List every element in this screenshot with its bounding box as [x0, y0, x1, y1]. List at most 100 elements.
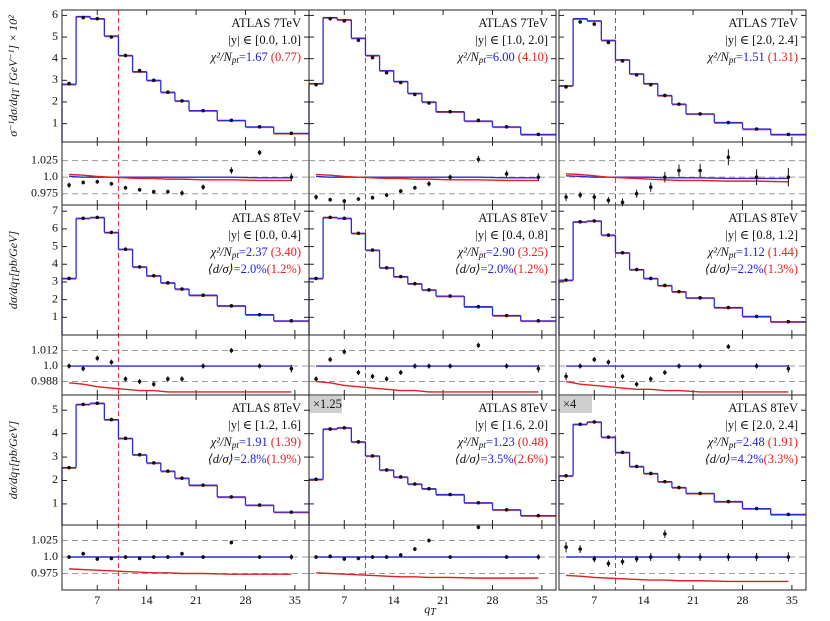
ratio-point [370, 374, 375, 379]
data-point [620, 59, 625, 63]
data-point [289, 131, 294, 136]
ratio-point [95, 557, 100, 561]
rapidity-label: |y| ∈ [1.2, 1.6] [228, 418, 301, 432]
ratio-point [166, 377, 170, 381]
ratio-point [698, 555, 702, 559]
data-point [201, 293, 205, 298]
experiment-label: ATLAS 8TeV [231, 401, 301, 415]
ratio-line [69, 568, 292, 575]
x-tick-label: 28 [736, 593, 748, 607]
rapidity-label: |y| ∈ [1.6, 2.0] [475, 418, 548, 432]
ratio-point [448, 555, 452, 559]
ratio-point [109, 556, 114, 561]
ratio-point [123, 555, 128, 559]
ratio-point [564, 374, 568, 379]
ratio-point [663, 532, 667, 536]
d-value: =4.2% [731, 452, 764, 466]
chi2-sub: pt [231, 250, 240, 260]
ratio-point [398, 370, 403, 375]
chi2-label: χ²/Npt=1.23 (0.48) [457, 435, 548, 450]
data-point [166, 90, 170, 95]
data-point [476, 500, 481, 505]
ratio-point [536, 555, 541, 559]
y-tick-label: 6 [52, 221, 58, 235]
ratio-line [565, 380, 789, 393]
chi2-alt: (4.10) [518, 50, 548, 64]
ratio-line [566, 574, 789, 583]
ratio-y-tick-label: 1.025 [31, 152, 58, 166]
chi2-symbol: χ²/N [707, 50, 730, 64]
ratio-point [328, 554, 332, 559]
ratio-point [257, 555, 262, 559]
ratio-frame [308, 141, 557, 206]
data-point [229, 118, 234, 123]
chi2-sub: pt [728, 55, 737, 65]
data-point [356, 440, 361, 444]
ratio-point [413, 547, 417, 551]
x-tick-label: 14 [141, 593, 153, 607]
chi2-alt: (0.77) [271, 50, 301, 64]
y-tick-label: 1 [52, 309, 58, 323]
ratio-frame [558, 141, 807, 206]
chi2-sub: pt [478, 250, 487, 260]
x-label-sub: T [430, 607, 437, 618]
ratio-point [342, 350, 347, 354]
ratio-point [427, 538, 431, 543]
ratio-point [698, 168, 702, 173]
ratio-line [566, 173, 789, 183]
data-point [578, 20, 582, 24]
scale-box [310, 396, 342, 413]
ratio-point [578, 364, 582, 368]
chi2-symbol: χ²/N [707, 435, 730, 449]
y-label-part: dσ/dq [6, 282, 20, 309]
ratio-point [370, 555, 375, 559]
ratio-y-tick-label: 0.975 [31, 185, 58, 199]
y-tick-label: 3 [52, 274, 58, 288]
rapidity-label: |y| ∈ [0.4, 0.8] [475, 228, 548, 242]
ratio-point [151, 189, 156, 194]
ratio-point [328, 197, 332, 202]
chi2-value: =6.00 [486, 50, 515, 64]
ratio-point [123, 377, 128, 381]
y-axis-label: dσ/dqT[pb/GeV] [6, 231, 21, 310]
y-tick-label: 5 [52, 29, 58, 43]
ratio-point [448, 175, 452, 179]
ratio-point [536, 175, 541, 179]
y-tick-label: 3 [52, 449, 58, 463]
chi2-value: =2.90 [486, 245, 515, 259]
data-point [166, 281, 170, 285]
d-symbol: ⟨d/σ⟩ [705, 262, 731, 276]
data-point [413, 281, 417, 286]
data-point [786, 319, 791, 324]
data-point [398, 80, 403, 85]
chi2-sub: pt [231, 55, 240, 65]
ratio-point [229, 540, 234, 545]
ratio-point [476, 157, 481, 162]
chi2-alt: (3.40) [271, 245, 301, 259]
chi2-symbol: χ²/N [210, 435, 233, 449]
data-point [201, 108, 205, 113]
d-label: ⟨d/σ⟩=2.8%(1.9%) [208, 452, 301, 466]
ratio-frame [61, 334, 310, 396]
y-axis-label: dσ/dqT[pb/GeV] [6, 421, 21, 500]
ratio-point [151, 382, 156, 386]
data-point [289, 510, 294, 514]
ratio-point [314, 377, 318, 381]
ratio-point [476, 525, 481, 530]
x-tick-label: 21 [687, 593, 699, 607]
data-point [81, 402, 85, 407]
rapidity-label: |y| ∈ [0.8, 1.2] [725, 228, 798, 242]
data-point [328, 215, 332, 220]
ratio-point [180, 191, 184, 195]
ratio-point [201, 555, 205, 559]
y-tick-label: 5 [52, 238, 58, 252]
ratio-line [316, 572, 539, 579]
experiment-label: ATLAS 8TeV [728, 401, 798, 415]
data-point [370, 55, 375, 60]
data-point [342, 216, 347, 221]
ratio-point [448, 364, 452, 368]
data-point [413, 482, 417, 486]
ratio-point [328, 357, 332, 362]
ratio-point [754, 175, 759, 179]
ratio-point [634, 382, 639, 386]
